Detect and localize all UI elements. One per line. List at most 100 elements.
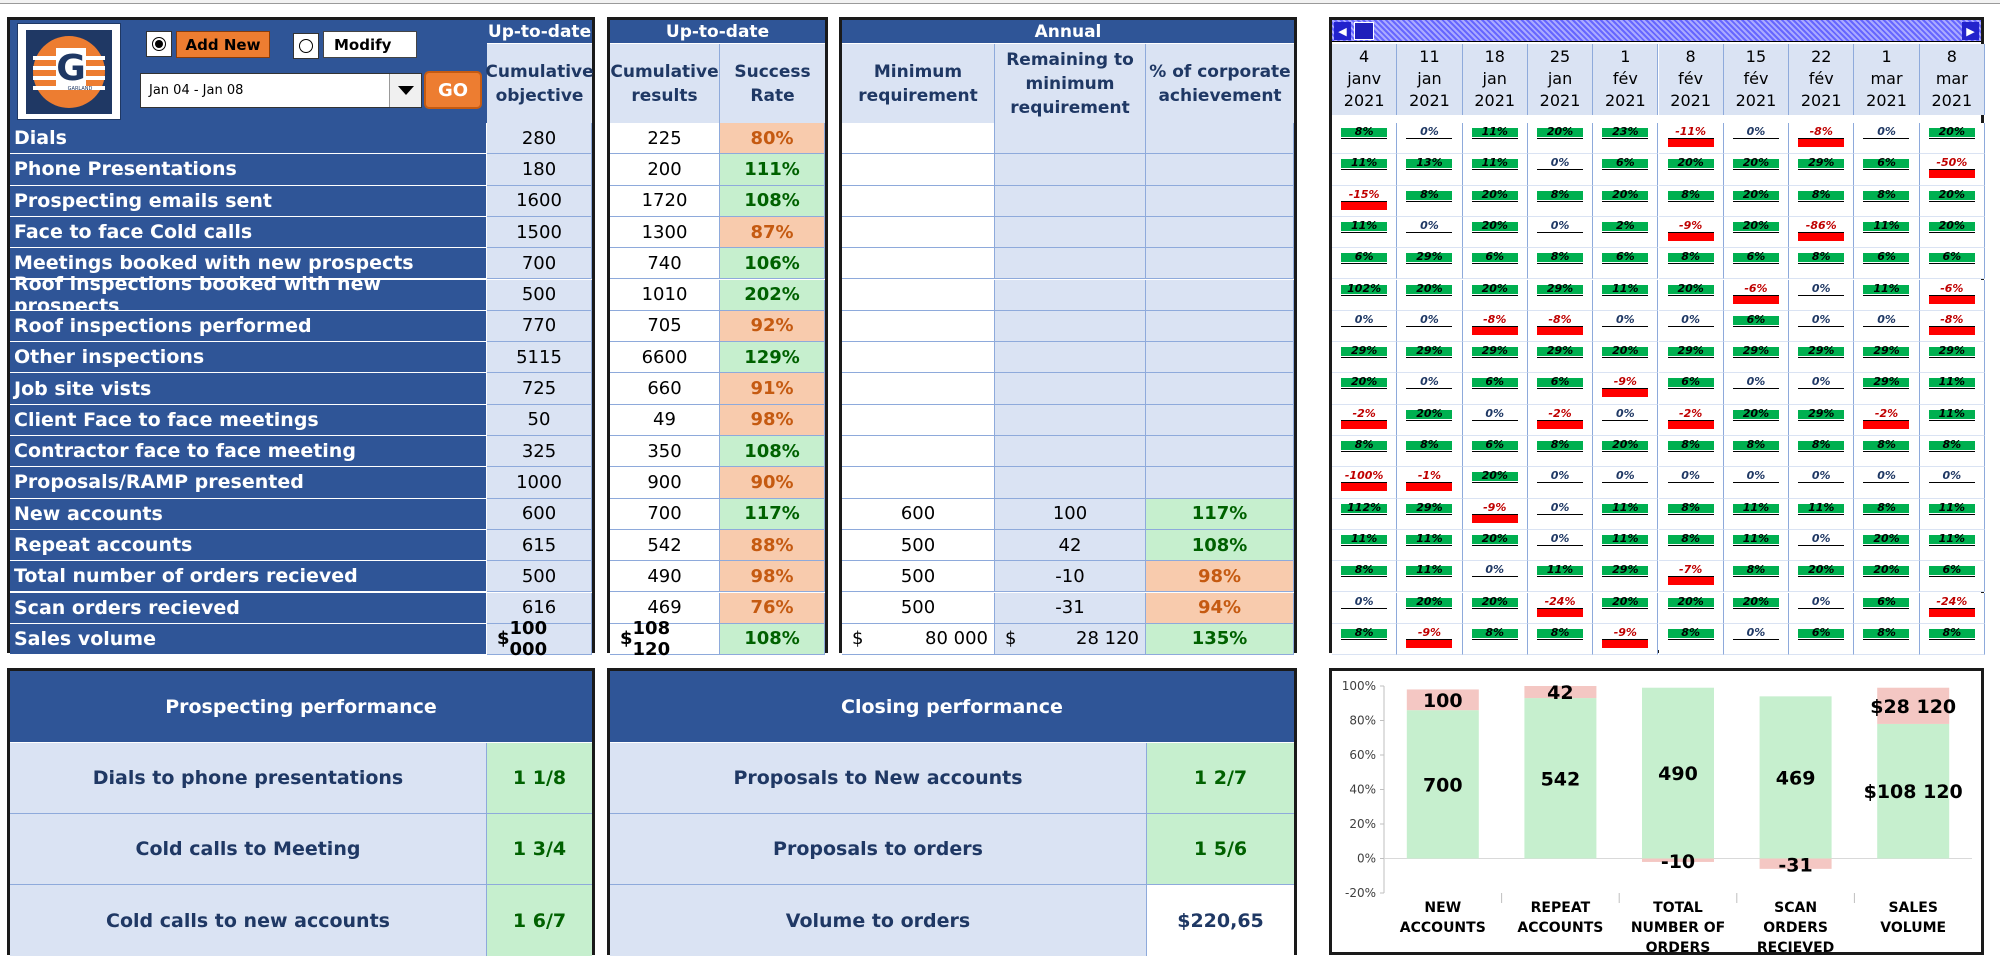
trend-value: -24% — [1936, 594, 1968, 608]
trend-positive-bar — [1928, 128, 1975, 137]
add-new-button[interactable]: Add New — [176, 31, 270, 58]
chevron-down-icon[interactable] — [389, 74, 421, 107]
trend-baseline — [1928, 200, 1975, 202]
trend-cell: 0% — [1789, 279, 1855, 311]
scroll-left-icon[interactable]: ◀ — [1334, 22, 1351, 40]
results-row: 469 76% — [610, 592, 825, 624]
trend-baseline — [1536, 294, 1583, 296]
y-tick-label: -20% — [1345, 886, 1376, 900]
success-rate-cell: 108% — [720, 436, 825, 468]
trend-baseline — [1928, 451, 1975, 452]
trend-positive-bar — [1798, 159, 1845, 169]
result-cell: 469 — [610, 592, 720, 624]
annual-row — [842, 123, 1294, 155]
success-rate-cell: 117% — [720, 498, 825, 530]
result-cell: 700 — [610, 498, 720, 530]
trend-cell: 8% — [1527, 436, 1594, 468]
trend-cell: 8% — [1919, 436, 1985, 468]
trend-cell: 11% — [1593, 529, 1659, 562]
horizontal-scrollbar[interactable]: ◀ ▶ — [1332, 20, 1981, 42]
trend-cell: 20% — [1397, 279, 1463, 311]
modify-radio[interactable] — [293, 33, 319, 59]
trend-cell: 8% — [1723, 436, 1790, 468]
trend-cell: 11% — [1593, 279, 1659, 311]
success-rate-cell: 80% — [720, 123, 825, 155]
week-date-day: 15 — [1745, 47, 1767, 66]
trend-baseline — [1341, 169, 1387, 171]
results-row: 1010 202% — [610, 279, 825, 311]
trend-baseline — [1471, 638, 1518, 640]
trend-baseline — [1602, 294, 1649, 296]
trend-baseline — [1732, 576, 1779, 578]
trend-cell: 8% — [1789, 436, 1855, 468]
category-label: SALES VOLUME — [1880, 900, 1946, 936]
period-select[interactable]: Jan 04 - Jan 08 — [140, 73, 422, 108]
week-date-year: 2021 — [1343, 91, 1385, 110]
trend-positive-bar — [1863, 159, 1910, 169]
trend-cell: 29% — [1397, 342, 1463, 374]
trend-value: 0% — [1485, 563, 1505, 577]
week-date-month: fév — [1808, 69, 1834, 88]
achieved-data-label: 490 — [1658, 763, 1698, 785]
trend-baseline — [1798, 482, 1845, 484]
trend-cell: 11% — [1397, 561, 1463, 593]
modify-button[interactable]: Modify — [323, 31, 417, 58]
activity-row: Roof inspections performed 770 — [10, 310, 592, 343]
trend-positive-bar — [1798, 190, 1845, 200]
scrollbar-thumb[interactable] — [1354, 22, 1374, 40]
prospecting-value: 1 3/4 — [487, 814, 592, 884]
trend-baseline — [1863, 200, 1910, 202]
trend-cell: 6% — [1593, 154, 1659, 186]
remaining-value: 28 120 — [1076, 628, 1139, 650]
go-button[interactable]: GO — [424, 71, 482, 109]
trend-cell: 2% — [1593, 216, 1659, 249]
trend-positive-bar — [1928, 534, 1975, 544]
trend-negative-bar — [1406, 639, 1453, 648]
trend-value: 20% — [1546, 125, 1574, 138]
activity-label: Sales volume — [10, 623, 487, 656]
trend-value: 6% — [1354, 250, 1374, 264]
remaining-cell: -10 — [995, 561, 1146, 593]
trend-baseline — [1863, 325, 1910, 327]
trend-negative-bar — [1602, 389, 1649, 398]
activity-label: New accounts — [10, 498, 487, 530]
trend-value: 6% — [1485, 375, 1505, 389]
category-label-line: SCAN — [1774, 900, 1817, 916]
add-new-radio[interactable] — [146, 31, 172, 57]
trend-value: 0% — [1550, 469, 1570, 483]
trend-baseline — [1471, 544, 1518, 546]
success-rate-cell: 111% — [720, 154, 825, 186]
trend-positive-bar — [1798, 566, 1845, 576]
trend-baseline — [1928, 231, 1975, 233]
trend-positive-bar — [1863, 534, 1910, 544]
trend-cell: 20% — [1462, 529, 1528, 562]
week-date-month: janv — [1347, 69, 1382, 88]
trend-negative-bar — [1928, 326, 1975, 335]
achieved-data-label: 469 — [1776, 767, 1816, 789]
trend-baseline — [1732, 638, 1779, 640]
trend-positive-bar — [1536, 128, 1583, 137]
trend-value: 0% — [1811, 312, 1831, 326]
trend-positive-bar — [1602, 284, 1649, 294]
scroll-right-icon[interactable]: ▶ — [1962, 22, 1979, 40]
trend-negative-bar — [1536, 420, 1583, 429]
trend-cell: -8% — [1919, 310, 1985, 343]
trend-cell: -15% — [1332, 185, 1398, 217]
min-requirement-value: 80 000 — [925, 628, 988, 650]
min-requirement-cell: $80 000 — [842, 623, 995, 656]
trend-positive-bar — [1602, 534, 1649, 544]
trend-baseline — [1863, 607, 1910, 609]
trend-cell: 6% — [1854, 154, 1920, 186]
min-requirement-cell — [842, 373, 995, 405]
annual-header: Annual — [842, 20, 1294, 44]
trend-cell: 20% — [1723, 592, 1790, 624]
trend-baseline — [1798, 357, 1845, 359]
pct-corporate-cell: 108% — [1146, 529, 1294, 562]
results-row: 200 111% — [610, 154, 825, 186]
trend-baseline — [1602, 138, 1649, 139]
trend-baseline — [1602, 451, 1649, 452]
trend-positive-bar — [1732, 534, 1779, 544]
trend-value: 20% — [1481, 218, 1508, 232]
trend-positive-bar — [1667, 378, 1714, 388]
trend-baseline — [1667, 357, 1714, 359]
